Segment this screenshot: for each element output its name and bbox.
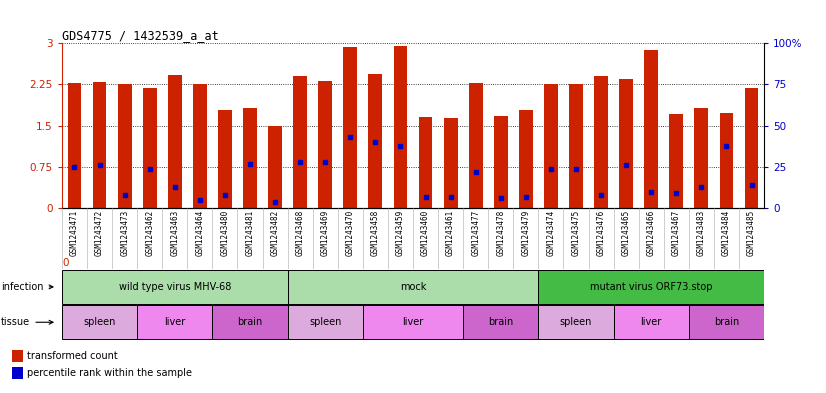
Bar	[620, 79, 633, 208]
Bar	[494, 116, 508, 208]
Bar	[93, 82, 107, 208]
Bar	[363, 305, 463, 339]
Text: GSM1243464: GSM1243464	[196, 210, 204, 256]
Text: GSM1243465: GSM1243465	[622, 210, 630, 256]
Bar	[393, 46, 407, 208]
Bar	[695, 108, 708, 208]
Bar	[539, 305, 614, 339]
Bar	[544, 84, 558, 208]
Bar	[614, 305, 689, 339]
Bar	[344, 47, 357, 208]
Bar	[569, 84, 583, 208]
Text: GSM1243480: GSM1243480	[221, 210, 230, 256]
Text: percentile rank within the sample: percentile rank within the sample	[26, 368, 192, 378]
Bar	[118, 84, 131, 208]
Bar	[137, 305, 212, 339]
Text: mutant virus ORF73.stop: mutant virus ORF73.stop	[590, 282, 713, 292]
Text: liver: liver	[164, 317, 185, 327]
Text: GSM1243481: GSM1243481	[245, 210, 254, 256]
Bar	[644, 50, 658, 208]
Bar	[193, 84, 206, 208]
Text: GSM1243461: GSM1243461	[446, 210, 455, 256]
Bar	[143, 88, 157, 208]
Text: GSM1243467: GSM1243467	[672, 210, 681, 256]
Text: GSM1243478: GSM1243478	[496, 210, 506, 256]
Bar	[212, 305, 287, 339]
Text: GSM1243475: GSM1243475	[572, 210, 581, 256]
Text: mock: mock	[400, 282, 426, 292]
Text: GSM1243473: GSM1243473	[120, 210, 129, 256]
Bar	[293, 76, 307, 208]
Text: brain: brain	[714, 317, 739, 327]
Text: spleen: spleen	[309, 317, 341, 327]
Text: GSM1243476: GSM1243476	[596, 210, 605, 256]
Bar	[469, 83, 482, 208]
Text: brain: brain	[237, 317, 263, 327]
Text: spleen: spleen	[83, 317, 116, 327]
Text: brain: brain	[488, 317, 514, 327]
Text: GSM1243463: GSM1243463	[170, 210, 179, 256]
Text: GSM1243460: GSM1243460	[421, 210, 430, 256]
Text: infection: infection	[2, 282, 53, 292]
Text: wild type virus MHV-68: wild type virus MHV-68	[119, 282, 231, 292]
Bar	[68, 83, 82, 208]
Text: GSM1243485: GSM1243485	[747, 210, 756, 256]
Text: GSM1243483: GSM1243483	[697, 210, 706, 256]
Text: GSM1243462: GSM1243462	[145, 210, 154, 256]
Bar	[268, 126, 282, 208]
Bar	[62, 270, 287, 304]
Text: GDS4775 / 1432539_a_at: GDS4775 / 1432539_a_at	[62, 29, 219, 42]
Text: GSM1243484: GSM1243484	[722, 210, 731, 256]
Text: liver: liver	[641, 317, 662, 327]
Text: GSM1243471: GSM1243471	[70, 210, 79, 256]
Bar	[287, 305, 363, 339]
Bar	[287, 270, 539, 304]
Text: GSM1243479: GSM1243479	[521, 210, 530, 256]
Text: GSM1243477: GSM1243477	[471, 210, 480, 256]
Text: 0: 0	[62, 258, 69, 268]
Bar	[419, 117, 433, 208]
Text: tissue: tissue	[2, 317, 53, 327]
Bar	[12, 350, 23, 362]
Text: spleen: spleen	[560, 317, 592, 327]
Text: GSM1243459: GSM1243459	[396, 210, 405, 256]
Text: GSM1243470: GSM1243470	[346, 210, 355, 256]
Text: GSM1243472: GSM1243472	[95, 210, 104, 256]
Bar	[594, 76, 608, 208]
Text: GSM1243468: GSM1243468	[296, 210, 305, 256]
Text: GSM1243469: GSM1243469	[320, 210, 330, 256]
Bar	[744, 88, 758, 208]
Bar	[12, 367, 23, 379]
Bar	[368, 74, 382, 208]
Bar	[539, 270, 764, 304]
Bar	[62, 305, 137, 339]
Bar	[719, 113, 733, 208]
Bar	[218, 110, 232, 208]
Text: GSM1243458: GSM1243458	[371, 210, 380, 256]
Text: GSM1243474: GSM1243474	[547, 210, 555, 256]
Text: transformed count: transformed count	[26, 351, 117, 361]
Bar	[519, 110, 533, 208]
Text: GSM1243482: GSM1243482	[271, 210, 279, 256]
Bar	[669, 114, 683, 208]
Bar	[168, 75, 182, 208]
Bar	[318, 81, 332, 208]
Bar	[463, 305, 539, 339]
Bar	[689, 305, 764, 339]
Text: liver: liver	[402, 317, 424, 327]
Text: GSM1243466: GSM1243466	[647, 210, 656, 256]
Bar	[444, 118, 458, 208]
Bar	[243, 108, 257, 208]
